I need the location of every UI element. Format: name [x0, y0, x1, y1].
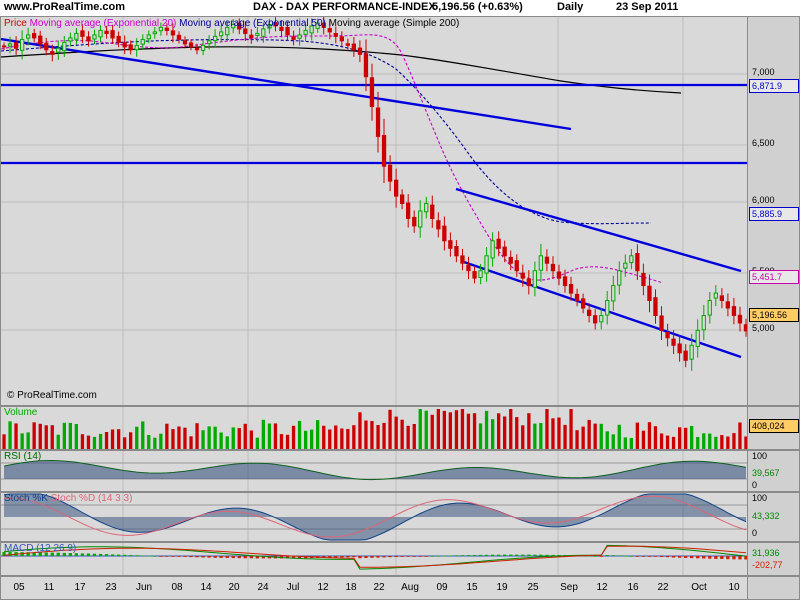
x-label-22: Oct — [691, 582, 707, 593]
volume-svg — [1, 407, 749, 449]
x-label-21: 22 — [657, 582, 669, 593]
price-tick-6000: 6,000 — [752, 195, 775, 205]
x-label-23: 10 — [728, 582, 740, 593]
rsi-panel[interactable]: RSI (14) 100 39,567 0 — [0, 450, 800, 492]
volume-axis[interactable]: 408,024 — [747, 407, 799, 449]
x-label-9: Jul — [286, 582, 300, 593]
rsi-plot[interactable] — [1, 451, 799, 491]
stochastic-axis[interactable]: 100 43,332 0 — [747, 493, 799, 541]
macd-signal-value: -202,77 — [752, 560, 783, 570]
rsi-legend: RSI (14) — [4, 451, 42, 462]
x-label-1: 11 — [43, 582, 55, 593]
x-label-12: 22 — [373, 582, 385, 593]
x-label-8: 24 — [257, 582, 269, 593]
stochastic-plot[interactable] — [1, 493, 799, 541]
legend-ma-simple200: Moving average (Simple 200) — [328, 18, 460, 29]
date-label: 23 Sep 2011 — [616, 1, 679, 13]
x-label-11: 18 — [345, 582, 357, 593]
rsi-axis[interactable]: 100 39,567 0 — [747, 451, 799, 491]
rsi-tick-bottom: 0 — [752, 480, 758, 490]
price-tag-ma20: 5,451.7 — [749, 270, 799, 284]
price-tag-ma50: 5,885.9 — [749, 207, 799, 221]
volume-tag-last: 408,024 — [749, 419, 799, 433]
instrument-title: DAX - DAX PERFORMANCE-INDEX — [253, 1, 436, 13]
stoch-tick-top: 100 — [752, 493, 768, 503]
watermark: © ProRealTime.com — [7, 390, 97, 401]
stochastic-legend: Stoch %K Stoch %D (14 3 3) — [4, 493, 132, 504]
x-label-0: 05 — [13, 582, 25, 593]
price-plot[interactable]: © ProRealTime.com — [1, 17, 799, 405]
volume-panel[interactable]: Volume 408,024 — [0, 406, 800, 450]
macd-value: 31,936 — [752, 548, 780, 558]
macd-axis[interactable]: 31,936 -202,77 — [747, 543, 799, 575]
price-svg — [1, 17, 749, 405]
rsi-value: 39,567 — [752, 468, 780, 478]
stochastic-panel[interactable]: Stoch %K Stoch %D (14 3 3) 100 43,332 0 — [0, 492, 800, 542]
rsi-svg — [1, 451, 749, 491]
price-panel[interactable]: © ProRealTime.com Price Moving average (… — [0, 16, 800, 406]
price-tag-ma200: 6,871.9 — [749, 79, 799, 93]
legend-stoch-d: Stoch %D (14 3 3) — [50, 493, 133, 504]
legend-ma-exp20: Moving average (Exponential 20) — [29, 18, 177, 29]
x-label-18: Sep — [560, 582, 578, 593]
x-label-14: 09 — [436, 582, 448, 593]
x-label-3: 23 — [105, 582, 117, 593]
macd-panel[interactable]: MACD (12 26 9) 31,936 -202,77 — [0, 542, 800, 576]
x-label-13: Aug — [401, 582, 419, 593]
volume-legend: Volume — [4, 407, 38, 418]
x-label-19: 12 — [596, 582, 608, 593]
volume-plot[interactable] — [1, 407, 799, 449]
price-axis[interactable]: 7,000 6,500 6,000 5,500 5,000 6,871.9 5,… — [747, 17, 799, 405]
x-axis-corner — [747, 576, 800, 600]
x-label-4: Jun — [135, 582, 153, 593]
x-axis[interactable]: 05 11 17 23 Jun 08 14 20 24 Jul 12 18 22… — [0, 576, 748, 600]
macd-legend: MACD (12 26 9) — [4, 543, 77, 554]
stoch-value: 43,332 — [752, 511, 780, 521]
rsi-tick-top: 100 — [752, 451, 768, 461]
chart-header: www.ProRealTime.com DAX - DAX PERFORMANC… — [0, 0, 800, 16]
x-label-15: 15 — [466, 582, 478, 593]
x-label-16: 19 — [496, 582, 508, 593]
price-legend: Price Moving average (Exponential 20) Mo… — [4, 18, 459, 29]
price-tag-last: 5,196.56 — [749, 308, 799, 322]
legend-ma-exp50: Moving average (Exponential 50) — [179, 18, 326, 29]
x-label-5: 08 — [171, 582, 183, 593]
macd-plot[interactable] — [1, 543, 799, 575]
price-tick-5000: 5,000 — [752, 323, 775, 333]
price-tick-7000: 7,000 — [752, 67, 775, 77]
x-label-6: 14 — [200, 582, 212, 593]
macd-svg — [1, 543, 749, 575]
legend-price: Price — [4, 18, 27, 29]
x-label-10: 12 — [317, 582, 329, 593]
x-label-20: 16 — [627, 582, 639, 593]
stoch-tick-bottom: 0 — [752, 528, 758, 538]
x-label-2: 17 — [74, 582, 86, 593]
site-url: www.ProRealTime.com — [4, 1, 126, 13]
x-label-7: 20 — [228, 582, 240, 593]
stoch-svg — [1, 493, 749, 541]
timeframe-label: Daily — [557, 1, 584, 13]
x-label-17: 25 — [527, 582, 539, 593]
price-tick-6500: 6,500 — [752, 138, 775, 148]
legend-stoch-k: Stoch %K — [4, 493, 48, 504]
last-price: 5,196.56 (+0.63%) — [432, 1, 523, 13]
